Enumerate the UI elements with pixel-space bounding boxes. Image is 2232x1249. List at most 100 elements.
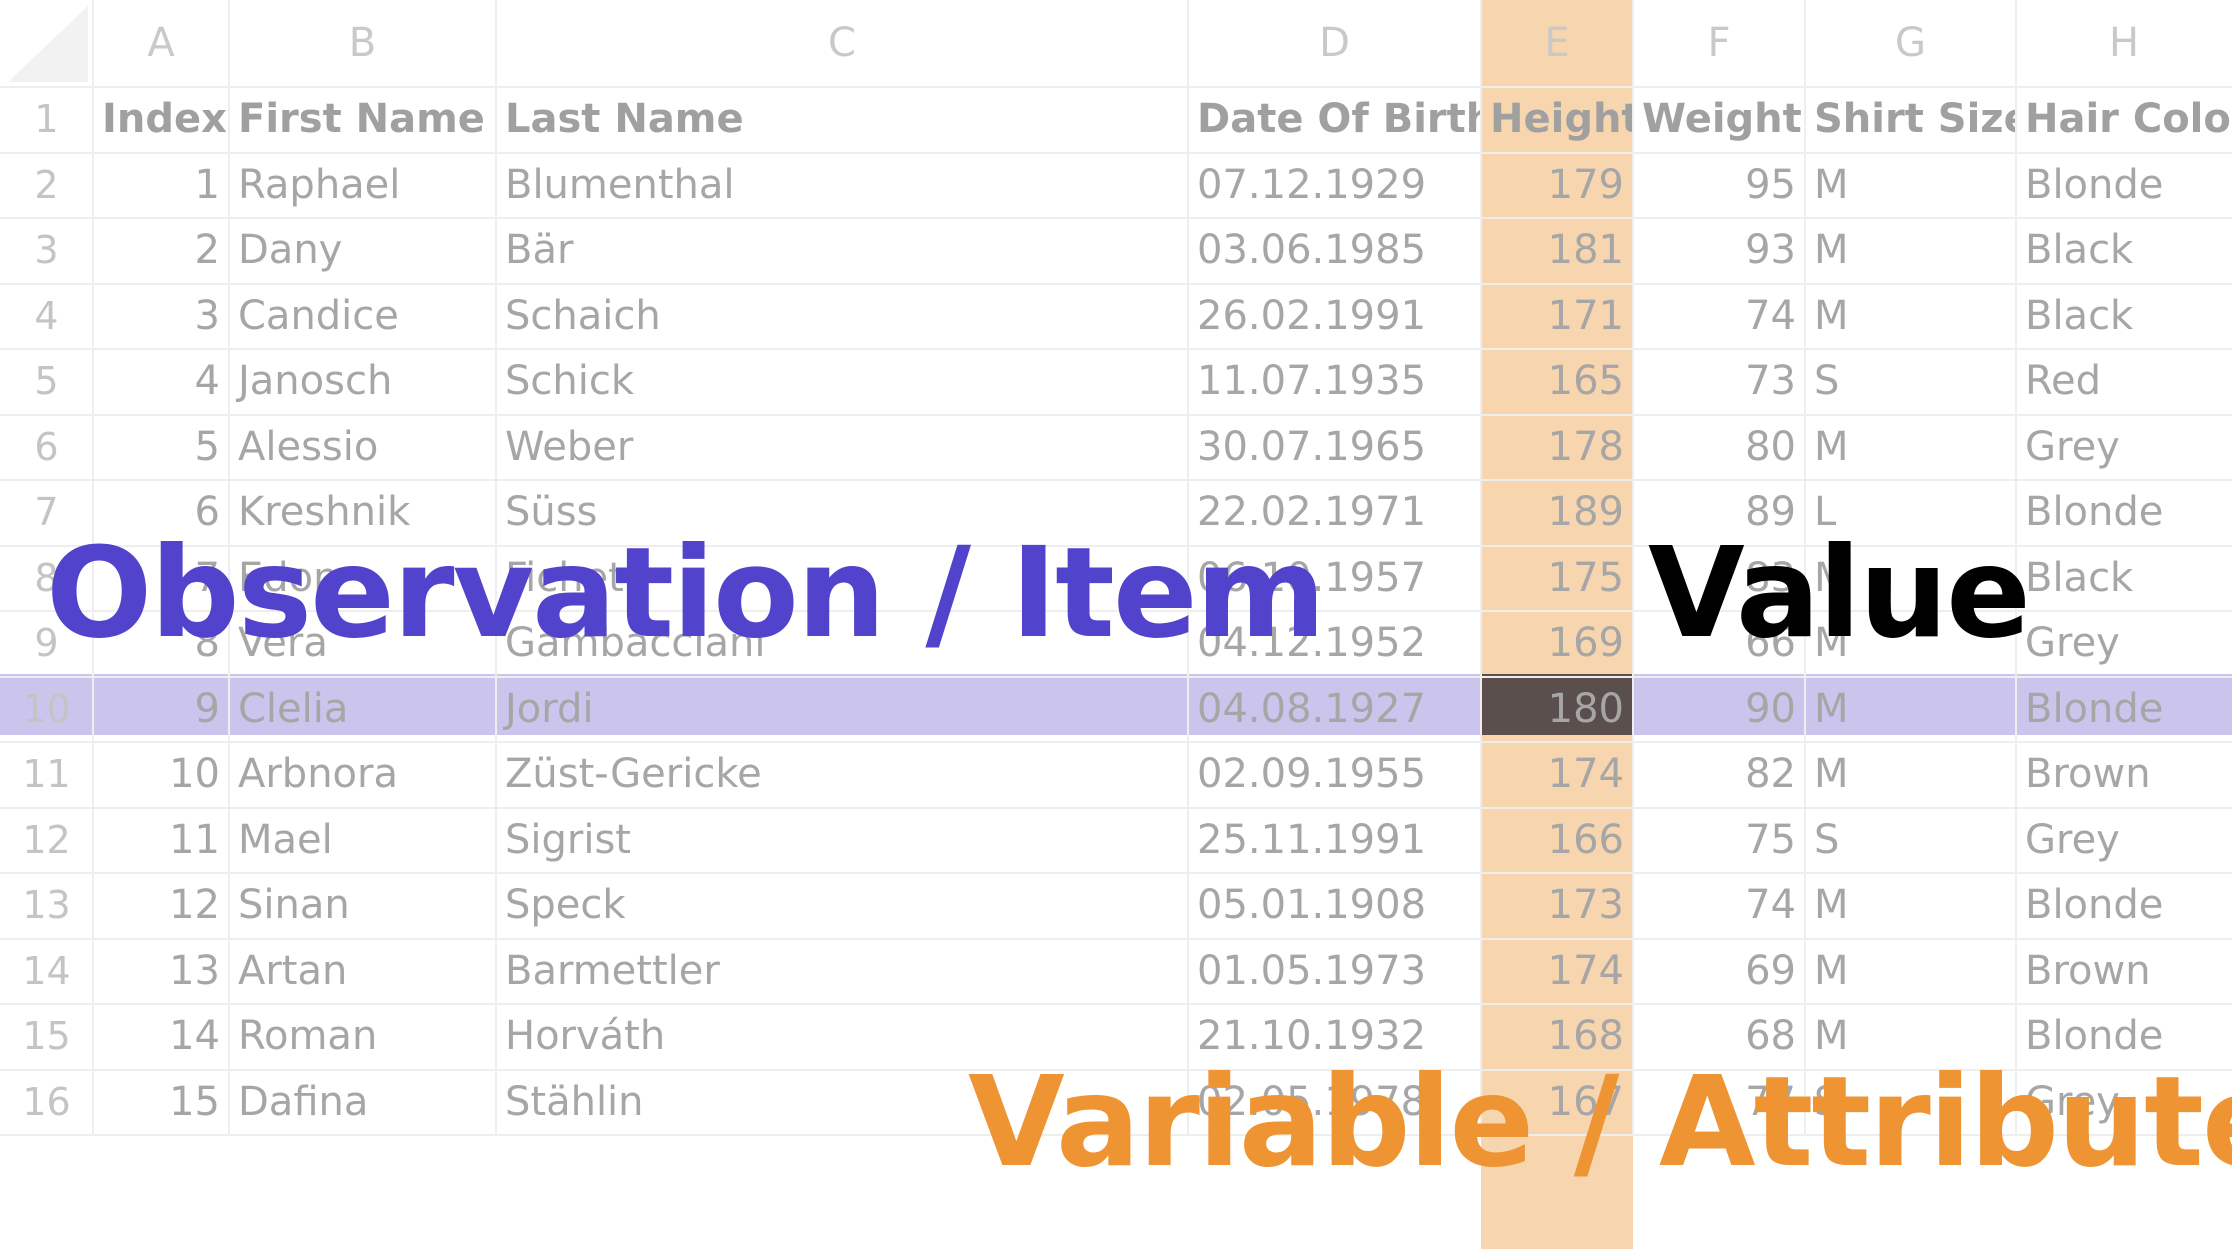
table-cell[interactable]: Blonde [2025,685,2164,732]
table-cell[interactable]: 174 [1547,947,1624,994]
table-cell[interactable]: Arbnora [238,751,398,797]
table-cell[interactable]: M [1814,423,1849,470]
row-header-7[interactable]: 7 [34,490,59,534]
table-cell[interactable]: 68 [1745,1013,1796,1059]
table-cell[interactable]: Alessio [238,423,379,470]
table-cell[interactable]: 11 [169,816,220,863]
table-cell[interactable]: M [1814,292,1849,339]
table-cell[interactable]: M [1814,1013,1849,1059]
table-cell[interactable]: Mael [238,816,333,863]
table-cell[interactable]: M [1814,685,1849,732]
table-cell[interactable]: Grey [2025,620,2120,666]
table-cell[interactable]: Vera [238,620,328,666]
table-cell[interactable]: Artan [238,947,348,994]
table-cell[interactable]: M [1814,947,1849,994]
table-cell[interactable]: 82 [1745,751,1796,797]
table-cell[interactable]: Blonde [2025,1013,2164,1059]
table-cell[interactable]: L [1814,489,1837,535]
column-title-cell[interactable]: Date Of Birth [1197,96,1481,142]
table-cell[interactable]: Gambacciani [505,620,766,666]
table-cell[interactable]: Grey [2025,1078,2120,1125]
table-cell[interactable]: 80 [1745,423,1796,470]
table-cell[interactable]: M [1814,554,1849,601]
table-cell[interactable]: Bär [505,227,574,273]
table-cell[interactable]: 3 [194,292,220,339]
row-header-11[interactable]: 11 [22,752,71,796]
table-cell[interactable]: 9 [194,685,220,732]
table-cell[interactable]: 74 [1745,292,1796,339]
table-cell[interactable]: Raphael [238,161,401,208]
table-cell[interactable]: 167 [1547,1078,1624,1125]
table-cell[interactable]: Speck [505,882,626,928]
row-header-12[interactable]: 12 [22,817,71,862]
column-header-g[interactable]: G [1895,20,1926,66]
column-header-d[interactable]: D [1319,20,1350,66]
table-cell[interactable]: 13 [169,947,220,994]
table-cell[interactable]: Sinan [238,882,350,928]
row-header-9[interactable]: 9 [34,621,59,665]
column-title-cell[interactable]: Index [102,96,227,142]
table-cell[interactable]: S [1814,358,1840,404]
table-cell[interactable]: 175 [1547,554,1624,601]
table-cell[interactable]: 07.12.1929 [1197,161,1427,208]
table-cell[interactable]: Brown [2025,751,2151,797]
table-cell[interactable]: Horváth [505,1013,666,1059]
table-cell[interactable]: 6 [194,489,220,535]
row-header-8[interactable]: 8 [34,555,59,600]
table-cell[interactable]: M [1814,751,1849,797]
table-cell[interactable]: Dany [238,227,343,273]
table-cell[interactable]: 21.10.1932 [1197,1013,1427,1059]
table-cell[interactable]: Süss [505,489,598,535]
table-cell[interactable]: M [1814,620,1849,666]
table-cell[interactable]: Blumenthal [505,161,735,208]
table-cell[interactable]: 5 [194,423,220,470]
row-header-5[interactable]: 5 [34,359,59,403]
table-cell[interactable]: Weber [505,423,634,470]
table-cell[interactable]: 179 [1547,161,1624,208]
table-cell[interactable]: 93 [1745,227,1796,273]
table-cell[interactable]: Züst-Gericke [505,751,762,797]
table-cell[interactable]: M [1814,161,1849,208]
select-all-corner[interactable] [0,0,90,84]
table-cell[interactable]: Kreshnik [238,489,411,535]
table-cell[interactable]: Blonde [2025,161,2164,208]
table-cell[interactable]: 90 [1745,685,1796,732]
table-cell[interactable]: 05.01.1908 [1197,882,1427,928]
table-cell[interactable]: Black [2025,227,2134,273]
table-cell[interactable]: Schaich [505,292,661,339]
table-cell[interactable]: S [1814,816,1840,863]
table-cell[interactable]: Sigrist [505,816,631,863]
table-cell[interactable]: 181 [1547,227,1624,273]
table-cell[interactable]: Stählin [505,1078,644,1125]
table-cell[interactable]: Blonde [2025,489,2164,535]
row-header-13[interactable]: 13 [22,883,71,927]
row-header-16[interactable]: 16 [22,1079,71,1124]
table-cell[interactable]: 04.12.1952 [1197,620,1427,666]
table-cell[interactable]: Grey [2025,816,2120,863]
table-cell[interactable]: 2 [194,227,220,273]
table-cell[interactable]: 12 [169,882,220,928]
table-cell[interactable]: Janosch [238,358,393,404]
table-cell[interactable]: Jordi [505,685,594,732]
row-header-15[interactable]: 15 [22,1014,71,1058]
table-cell[interactable]: 75 [1745,816,1796,863]
table-cell[interactable]: 30.07.1965 [1197,423,1427,470]
table-cell[interactable]: 4 [194,358,220,404]
table-cell[interactable]: Fichet [505,554,624,601]
table-cell[interactable]: 26.02.1991 [1197,292,1427,339]
table-cell[interactable]: 06.10.1957 [1197,554,1427,601]
table-cell[interactable]: Edon [238,554,339,601]
table-cell[interactable]: Red [2025,358,2101,404]
column-header-a[interactable]: A [147,20,175,66]
table-cell[interactable]: 1 [194,161,220,208]
table-cell[interactable]: 168 [1547,1013,1624,1059]
column-header-c[interactable]: C [828,20,856,66]
table-cell[interactable]: 15 [169,1078,220,1125]
column-title-cell[interactable]: First Name [238,96,485,142]
table-cell[interactable]: M [1814,227,1849,273]
table-cell[interactable]: Candice [238,292,399,339]
row-header-10[interactable]: 10 [22,686,71,731]
table-cell[interactable]: 89 [1745,489,1796,535]
table-cell[interactable]: 169 [1547,620,1624,666]
table-cell[interactable]: 189 [1547,489,1624,535]
